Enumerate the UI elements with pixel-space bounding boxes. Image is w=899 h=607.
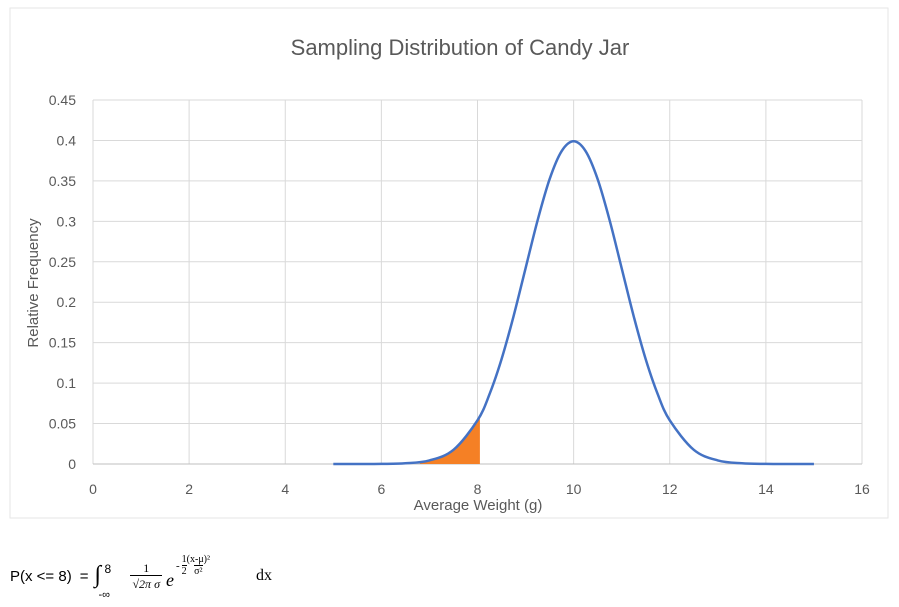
x-tick-label: 0 — [89, 481, 97, 497]
chart-area-border — [9, 7, 889, 519]
y-tick-label: 0.45 — [49, 92, 76, 108]
coefficient-fraction: 1 √2π σ — [130, 561, 162, 591]
chart-frame — [9, 7, 889, 519]
y-tick-label: 0.25 — [49, 254, 76, 270]
y-tick-label: 0 — [68, 456, 76, 472]
shade-layer — [419, 416, 480, 464]
y-tick-label: 0.15 — [49, 335, 76, 351]
x-tick-label: 8 — [474, 481, 482, 497]
formula-equals: = — [79, 567, 89, 585]
shaded-probability-area — [419, 416, 480, 464]
x-tick-label: 4 — [281, 481, 289, 497]
normal-distribution-curve — [333, 140, 814, 466]
y-tick-label: 0.2 — [57, 294, 77, 310]
integral-sign: ∫ 8 -∞ — [94, 561, 116, 601]
exp-base: e — [165, 570, 174, 590]
x-tick-label: 6 — [377, 481, 385, 497]
integral-lower-limit: -∞ — [98, 589, 110, 601]
exp-half-numerator: 1 — [181, 554, 187, 565]
y-tick-labels: 0 0.05 0.1 0.15 0.2 0.25 0.3 0.35 0.4 0.45 — [49, 92, 76, 472]
integral-symbol: ∫ — [94, 562, 102, 588]
grid-layer — [92, 99, 863, 465]
curve-layer — [333, 140, 814, 466]
coefficient-denominator: √2π σ — [130, 575, 162, 591]
y-tick-label: 0.4 — [57, 132, 77, 148]
exp-ratio-denominator: σ² — [194, 565, 203, 577]
x-axis-title: Average Weight (g) — [414, 497, 543, 514]
coefficient-numerator: 1 — [143, 561, 150, 575]
y-tick-label: 0.3 — [57, 213, 77, 229]
differential: dx — [255, 567, 272, 584]
exp-half-fraction: 1 2 — [181, 554, 187, 577]
exp-half-denominator: 2 — [181, 565, 187, 577]
x-tick-label: 16 — [854, 481, 870, 497]
y-tick-label: 0.1 — [57, 375, 77, 391]
exp-ratio-fraction: (x-μ)² σ² — [187, 554, 210, 577]
integral-upper-limit: 8 — [104, 562, 112, 576]
exponential-term: e - 1 2 (x-μ)² σ² — [165, 554, 252, 596]
formula-lhs: P(x <= 8) — [10, 567, 72, 585]
x-tick-labels: 0 2 4 6 8 10 12 14 16 — [89, 481, 870, 497]
chart-title: Sampling Distribution of Candy Jar — [291, 35, 630, 60]
exp-ratio-numerator: (x-μ)² — [186, 554, 211, 565]
exp-power: - 1 2 (x-μ)² σ² — [176, 554, 210, 577]
x-tick-label: 12 — [662, 481, 678, 497]
y-tick-label: 0.35 — [49, 173, 76, 189]
probability-formula: P(x <= 8) = ∫ 8 -∞ 1 √2π σ e - 1 2 (x-μ)… — [10, 548, 272, 604]
x-tick-label: 14 — [758, 481, 774, 497]
y-tick-label: 0.05 — [49, 416, 76, 432]
exp-minus: - — [175, 559, 180, 572]
y-axis-title: Relative Frequency — [25, 218, 42, 348]
x-tick-label: 2 — [185, 481, 193, 497]
x-tick-label: 10 — [566, 481, 582, 497]
